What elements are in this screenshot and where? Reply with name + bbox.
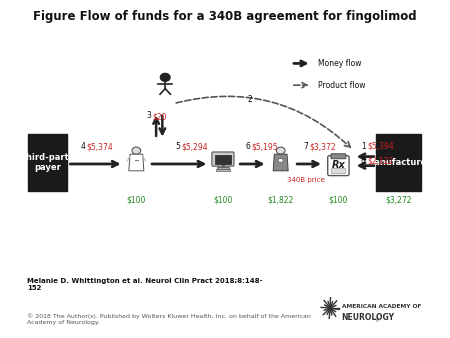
Text: 3: 3: [146, 112, 151, 120]
Text: 4: 4: [80, 142, 85, 150]
Text: $2,122: $2,122: [367, 156, 393, 166]
FancyArrowPatch shape: [294, 83, 307, 88]
Text: $20: $20: [153, 112, 167, 121]
Text: $1,822: $1,822: [268, 196, 294, 205]
Text: © 2018 The Author(s). Published by Wolters Kluwer Health, Inc. on behalf of the : © 2018 The Author(s). Published by Wolte…: [27, 314, 311, 325]
Text: NEUROLOGY: NEUROLOGY: [342, 313, 395, 322]
Text: 7: 7: [303, 142, 308, 150]
Text: Product flow: Product flow: [318, 81, 365, 90]
Text: 5: 5: [175, 142, 180, 150]
Text: Third-party
payer: Third-party payer: [21, 152, 75, 172]
Circle shape: [160, 73, 170, 81]
Text: Money flow: Money flow: [318, 59, 361, 68]
Circle shape: [132, 147, 141, 154]
FancyBboxPatch shape: [215, 155, 231, 164]
Text: Melanie D. Whittington et al. Neurol Clin Pract 2018;8:148-
152: Melanie D. Whittington et al. Neurol Cli…: [27, 278, 262, 291]
Text: Figure Flow of funds for a 340B agreement for fingolimod: Figure Flow of funds for a 340B agreemen…: [33, 10, 417, 23]
Text: 1: 1: [361, 142, 365, 150]
FancyBboxPatch shape: [216, 167, 230, 169]
Text: ®: ®: [374, 319, 379, 324]
FancyBboxPatch shape: [331, 168, 346, 173]
Text: 2: 2: [248, 95, 252, 104]
Text: 6: 6: [245, 142, 250, 150]
FancyBboxPatch shape: [212, 152, 234, 166]
Circle shape: [278, 159, 283, 163]
Text: 340B price: 340B price: [287, 177, 324, 184]
Text: $3,272: $3,272: [385, 196, 411, 205]
Polygon shape: [273, 154, 288, 171]
Text: Manufacturer: Manufacturer: [366, 158, 431, 167]
FancyBboxPatch shape: [331, 154, 346, 159]
FancyArrowPatch shape: [176, 96, 350, 147]
Text: $5,374: $5,374: [87, 142, 113, 151]
Text: $100: $100: [213, 196, 233, 205]
FancyBboxPatch shape: [28, 134, 68, 191]
Text: $5,195: $5,195: [252, 142, 279, 151]
FancyBboxPatch shape: [216, 169, 230, 171]
Text: $100: $100: [126, 196, 146, 205]
Text: AMERICAN ACADEMY OF: AMERICAN ACADEMY OF: [342, 304, 421, 309]
Text: $3,372: $3,372: [310, 142, 336, 151]
Polygon shape: [129, 154, 144, 171]
Circle shape: [276, 147, 285, 154]
FancyBboxPatch shape: [328, 156, 349, 176]
Text: Rx: Rx: [332, 160, 345, 170]
Text: $5,394: $5,394: [367, 142, 394, 150]
FancyBboxPatch shape: [375, 134, 421, 191]
Text: 8: 8: [361, 156, 365, 165]
Text: $100: $100: [328, 196, 348, 205]
Text: $5,294: $5,294: [182, 142, 208, 151]
